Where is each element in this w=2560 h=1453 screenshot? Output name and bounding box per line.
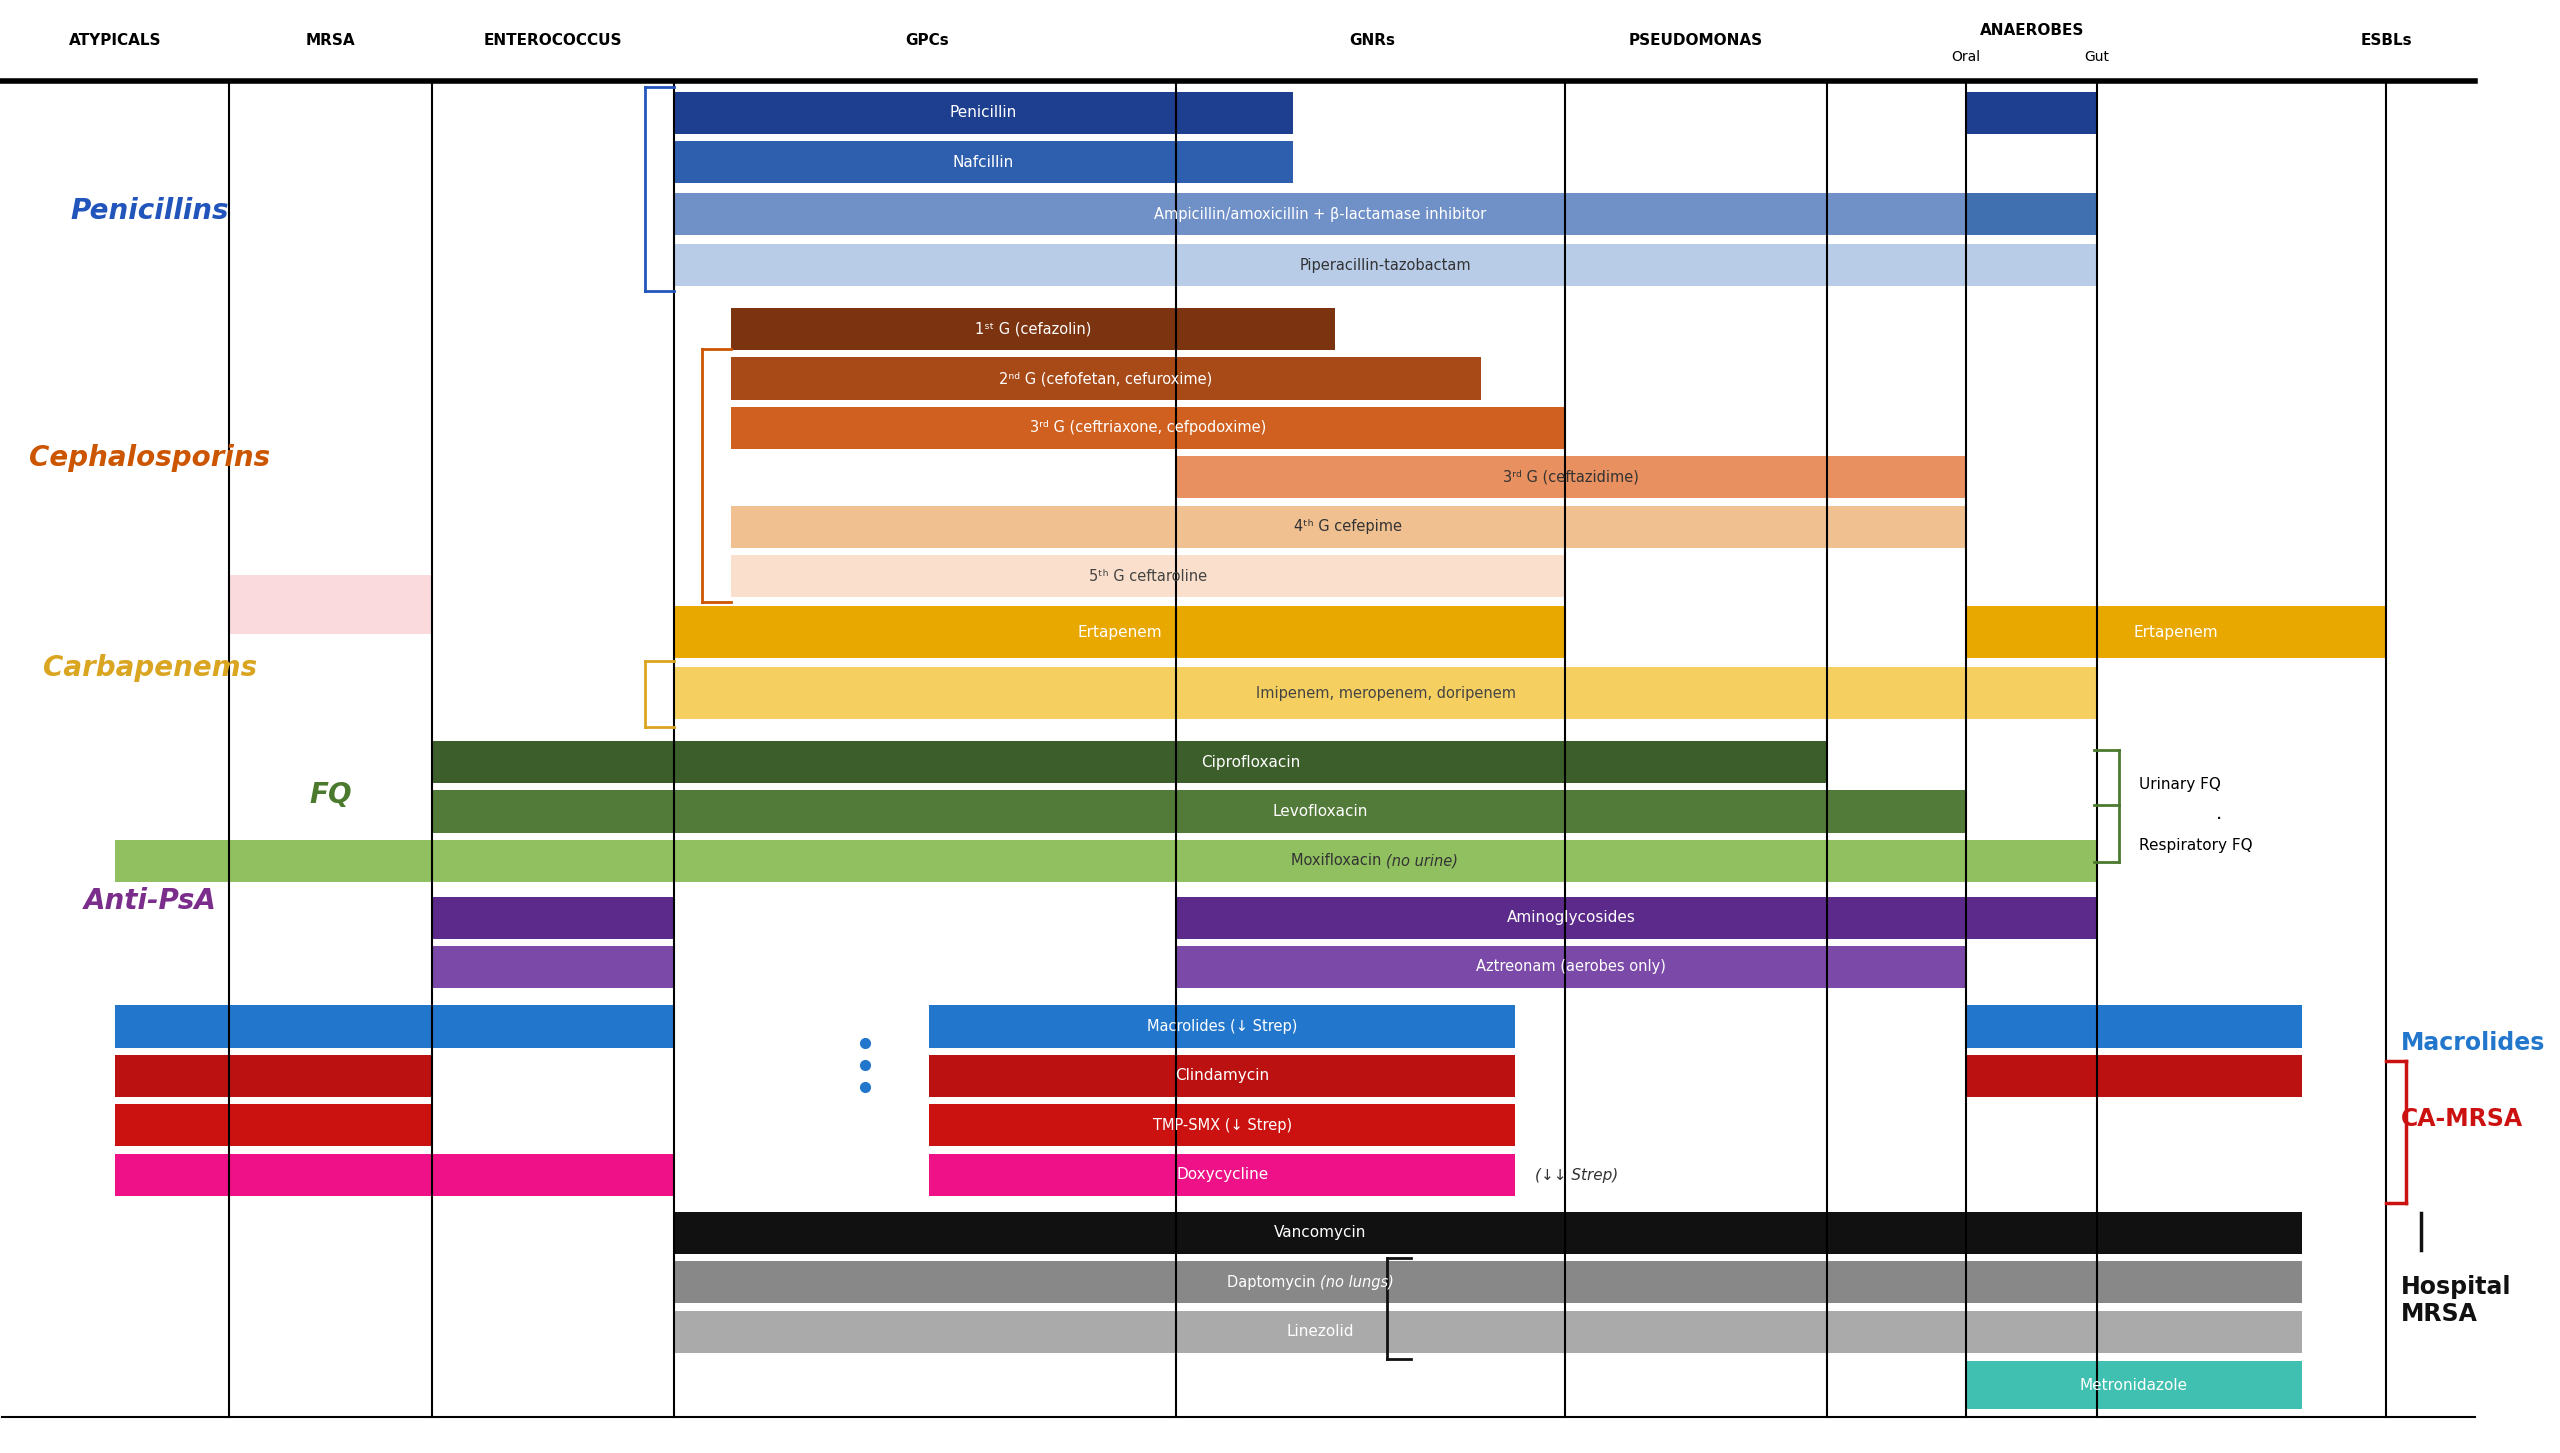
Text: ENTEROCOCCUS: ENTEROCOCCUS [484,33,622,48]
Text: Hospital
MRSA: Hospital MRSA [2401,1274,2511,1327]
FancyBboxPatch shape [1178,946,1966,988]
FancyBboxPatch shape [673,741,1828,783]
FancyBboxPatch shape [115,840,673,882]
Text: Vancomycin: Vancomycin [1275,1225,1367,1241]
FancyBboxPatch shape [1966,1361,2301,1409]
Text: Moxifloxacin: Moxifloxacin [1290,853,1385,869]
FancyBboxPatch shape [1966,92,2097,134]
FancyBboxPatch shape [1178,897,1966,939]
Text: Ciprofloxacin: Ciprofloxacin [1201,754,1300,770]
Text: 3ʳᵈ G (ceftazidime): 3ʳᵈ G (ceftazidime) [1503,469,1638,485]
FancyBboxPatch shape [929,1055,1516,1097]
Text: PSEUDOMONAS: PSEUDOMONAS [1628,33,1764,48]
Text: 5ᵗʰ G ceftaroline: 5ᵗʰ G ceftaroline [1088,568,1208,584]
Text: Ertapenem: Ertapenem [1078,625,1162,639]
FancyBboxPatch shape [732,506,1966,548]
FancyBboxPatch shape [673,193,1966,235]
Text: Urinary FQ: Urinary FQ [2138,777,2220,792]
Text: CA-MRSA: CA-MRSA [2401,1107,2524,1130]
FancyBboxPatch shape [673,1311,1966,1353]
Text: ESBLs: ESBLs [2360,33,2412,48]
FancyBboxPatch shape [929,1154,1516,1196]
Text: (no lungs): (no lungs) [1321,1274,1393,1290]
Text: Gut: Gut [2084,49,2109,64]
Text: 2ⁿᵈ G (cefofetan, cefuroxime): 2ⁿᵈ G (cefofetan, cefuroxime) [998,371,1213,386]
FancyBboxPatch shape [1966,1261,2301,1303]
FancyBboxPatch shape [673,1212,1966,1254]
FancyBboxPatch shape [673,790,1966,833]
Text: Ampicillin/amoxicillin + β-lactamase inhibitor: Ampicillin/amoxicillin + β-lactamase inh… [1155,206,1487,222]
FancyBboxPatch shape [433,946,673,988]
FancyBboxPatch shape [433,790,673,833]
Text: Respiratory FQ: Respiratory FQ [2138,838,2253,853]
FancyBboxPatch shape [732,308,1334,350]
FancyBboxPatch shape [228,575,433,634]
FancyBboxPatch shape [732,555,1564,597]
FancyBboxPatch shape [673,92,1293,134]
Text: Doxycycline: Doxycycline [1175,1167,1267,1183]
FancyBboxPatch shape [1178,456,1966,498]
Text: Aminoglycosides: Aminoglycosides [1508,910,1636,926]
Text: Aztreonam (aerobes only): Aztreonam (aerobes only) [1477,959,1667,975]
Text: Oral: Oral [1951,49,1979,64]
Text: FQ: FQ [310,780,351,809]
Text: 1ˢᵗ G (cefazolin): 1ˢᵗ G (cefazolin) [975,321,1091,337]
Text: Carbapenems: Carbapenems [44,654,256,683]
Text: Cephalosporins: Cephalosporins [28,443,271,472]
FancyBboxPatch shape [673,606,1564,658]
Text: Nafcillin: Nafcillin [952,154,1014,170]
FancyBboxPatch shape [115,1154,673,1196]
FancyBboxPatch shape [1966,193,2097,235]
Text: (↓↓ Strep): (↓↓ Strep) [1536,1168,1618,1183]
FancyBboxPatch shape [673,667,2097,719]
Text: Penicillins: Penicillins [72,196,230,225]
FancyBboxPatch shape [673,141,1293,183]
FancyBboxPatch shape [929,1104,1516,1146]
Text: Imipenem, meropenem, doripenem: Imipenem, meropenem, doripenem [1254,686,1516,700]
Text: (no urine): (no urine) [1385,853,1457,869]
FancyBboxPatch shape [433,741,673,783]
Text: Metronidazole: Metronidazole [2079,1377,2189,1393]
Text: Anti-PsA: Anti-PsA [84,886,218,915]
Text: Ertapenem: Ertapenem [2132,625,2217,639]
FancyBboxPatch shape [929,1005,1516,1048]
FancyBboxPatch shape [1966,1005,2301,1048]
Text: TMP-SMX (↓ Strep): TMP-SMX (↓ Strep) [1152,1117,1293,1133]
Text: Macrolides: Macrolides [2401,1032,2545,1055]
FancyBboxPatch shape [1966,1311,2301,1353]
Text: MRSA: MRSA [305,33,356,48]
Text: Piperacillin-tazobactam: Piperacillin-tazobactam [1300,257,1472,273]
Text: GPCs: GPCs [904,33,950,48]
FancyBboxPatch shape [673,244,2097,286]
FancyBboxPatch shape [1966,606,2386,658]
FancyBboxPatch shape [673,840,2097,882]
FancyBboxPatch shape [673,1261,1966,1303]
Text: Penicillin: Penicillin [950,105,1016,121]
FancyBboxPatch shape [433,897,673,939]
FancyBboxPatch shape [1966,897,2097,939]
FancyBboxPatch shape [1966,1212,2301,1254]
Text: 4ᵗʰ G cefepime: 4ᵗʰ G cefepime [1295,519,1403,535]
FancyBboxPatch shape [1966,1055,2301,1097]
FancyBboxPatch shape [115,1104,433,1146]
FancyBboxPatch shape [732,357,1480,400]
Text: 3ʳᵈ G (ceftriaxone, cefpodoxime): 3ʳᵈ G (ceftriaxone, cefpodoxime) [1029,420,1267,436]
Text: Levofloxacin: Levofloxacin [1272,804,1367,819]
Text: Linezolid: Linezolid [1285,1324,1354,1340]
FancyBboxPatch shape [115,1005,673,1048]
Text: Macrolides (↓ Strep): Macrolides (↓ Strep) [1147,1019,1298,1035]
Text: Clindamycin: Clindamycin [1175,1068,1270,1084]
Text: .: . [2214,804,2222,824]
Text: Daptomycin: Daptomycin [1226,1274,1321,1290]
FancyBboxPatch shape [115,1055,433,1097]
Text: ANAEROBES: ANAEROBES [1981,23,2084,38]
FancyBboxPatch shape [732,407,1564,449]
Text: GNRs: GNRs [1349,33,1395,48]
Text: ATYPICALS: ATYPICALS [69,33,161,48]
